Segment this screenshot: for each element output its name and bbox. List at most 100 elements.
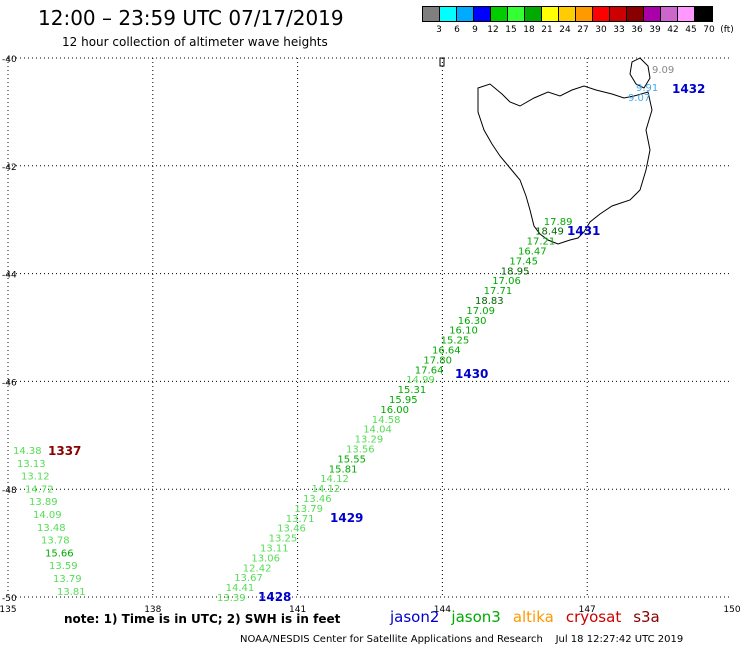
swh-value: 16.64 [432, 346, 461, 357]
pass-time-label: 1429 [330, 511, 363, 525]
swh-value: 13.48 [37, 523, 66, 534]
swh-value: 18.83 [475, 296, 504, 307]
swh-value: 14.38 [13, 446, 42, 457]
king-island-outline [439, 57, 445, 67]
swh-value: 13.78 [41, 536, 70, 547]
swh-value: 13.71 [286, 514, 315, 525]
color-scale-label: 3 [436, 25, 442, 35]
color-scale-label: 33 [613, 25, 625, 35]
color-swatch [661, 7, 678, 21]
satellite-legend-item: s3a [633, 608, 660, 626]
color-scale-label: 27 [577, 25, 589, 35]
color-swatch [627, 7, 644, 21]
swh-value: 13.67 [234, 573, 263, 584]
color-scale-label: 70 [703, 25, 715, 35]
pass-time-label: 1337 [48, 444, 81, 458]
color-swatch [491, 7, 508, 21]
tasmania-coastline [477, 83, 653, 245]
latitude-tick-label: -42 [2, 163, 17, 173]
page-title: 12:00 – 23:59 UTC 07/17/2019 [38, 6, 344, 30]
swh-value: 12.42 [243, 563, 272, 574]
longitude-tick-label: 144 [434, 605, 451, 615]
swh-value: 17.45 [509, 256, 538, 267]
pass-time-label: 1432 [672, 82, 705, 96]
swh-value: 14.04 [363, 425, 392, 436]
swh-value: 14.41 [226, 583, 255, 594]
color-scale-bar [422, 6, 713, 22]
longitude-tick-label: 135 [0, 605, 17, 615]
color-scale-label: 36 [631, 25, 643, 35]
satellite-legend: jason2 jason3 altika cryosat s3a [390, 608, 672, 626]
swh-value: 13.46 [303, 494, 332, 505]
color-scale-label: 6 [454, 25, 460, 35]
satellite-legend-item: altika [512, 608, 554, 626]
color-scale-label: 18 [523, 25, 535, 35]
latitude-tick-label: -40 [2, 55, 17, 65]
swh-value: 17.64 [415, 365, 444, 376]
longitude-tick-label: 141 [289, 605, 306, 615]
pass-time-label: 1431 [567, 224, 600, 238]
swh-value: 9.09 [652, 65, 674, 76]
color-swatch [457, 7, 474, 21]
satellite-legend-item: cryosat [565, 608, 622, 626]
graticule [7, 57, 732, 598]
color-swatch [474, 7, 491, 21]
swh-value: 13.89 [29, 497, 58, 508]
color-scale-label: 9 [472, 25, 478, 35]
swh-value: 13.81 [57, 587, 86, 598]
swh-value: 13.79 [53, 574, 82, 585]
latitude-tick-label: -44 [2, 271, 17, 281]
color-scale-label: (ft) [720, 25, 734, 35]
swh-value: 9.91 [636, 83, 658, 94]
color-scale-label: 42 [667, 25, 679, 35]
swh-value: 15.81 [329, 464, 358, 475]
swh-value: 15.95 [389, 395, 418, 406]
color-scale-label: 15 [505, 25, 517, 35]
swh-value: 13.79 [294, 504, 323, 515]
pass-time-labels: 1337 1428 1429 1430 1431 1432 [48, 82, 705, 604]
color-scale-label: 30 [595, 25, 607, 35]
swh-value: 14.72 [25, 484, 54, 495]
swh-value: 15.25 [441, 336, 470, 347]
swh-value: 13.13 [17, 459, 46, 470]
note-text: note: 1) Time is in UTC; 2) SWH is in fe… [64, 612, 341, 626]
color-scale-label: 12 [487, 25, 499, 35]
swh-value: 14.99 [406, 375, 435, 386]
latitude-tick-label: -50 [2, 594, 17, 604]
swh-value: 18.95 [501, 266, 530, 277]
swh-value: 13.12 [21, 472, 50, 483]
swh-value: 17.09 [466, 306, 495, 317]
color-scale-label: 24 [559, 25, 571, 35]
footer-credit: NOAA/NESDIS Center for Satellite Applica… [240, 634, 684, 645]
swh-value: 13.59 [49, 561, 78, 572]
swh-value: 9.07 [628, 93, 650, 104]
swh-value: 13.25 [269, 534, 298, 545]
swh-value: 16.30 [458, 316, 487, 327]
longitude-tick-label: 138 [144, 605, 161, 615]
swh-value: 14.58 [372, 415, 401, 426]
swh-value: 16.47 [518, 247, 547, 258]
color-swatch [525, 7, 542, 21]
swh-value: 13.06 [251, 553, 280, 564]
swh-value: 13.39 [217, 593, 246, 604]
axis-tick-labels: 135 138 141 144 147 150 -40 -42 -44 -46 -48 -50 [0, 55, 740, 615]
swh-value: 13.46 [277, 524, 306, 535]
page-subtitle: 12 hour collection of altimeter wave hei… [62, 35, 328, 49]
color-scale-labels: 3 6 9 12 15 18 21 24 27 30 33 36 39 42 45 70 (ft) [422, 25, 740, 37]
swh-value: 14.09 [33, 510, 62, 521]
color-scale-label: 45 [685, 25, 697, 35]
swh-value: 16.00 [380, 405, 409, 416]
satellite-legend-item: jason2 [390, 608, 440, 626]
swh-value: 18.49 [535, 227, 564, 238]
color-scale-label: 21 [541, 25, 553, 35]
longitude-tick-label: 150 [723, 605, 740, 615]
color-swatch [423, 7, 440, 21]
swh-value: 15.66 [45, 548, 74, 559]
color-swatch [440, 7, 457, 21]
color-swatch [508, 7, 525, 21]
swh-value: 17.21 [527, 237, 556, 248]
pass-time-label: 1428 [258, 590, 291, 604]
color-swatch [593, 7, 610, 21]
